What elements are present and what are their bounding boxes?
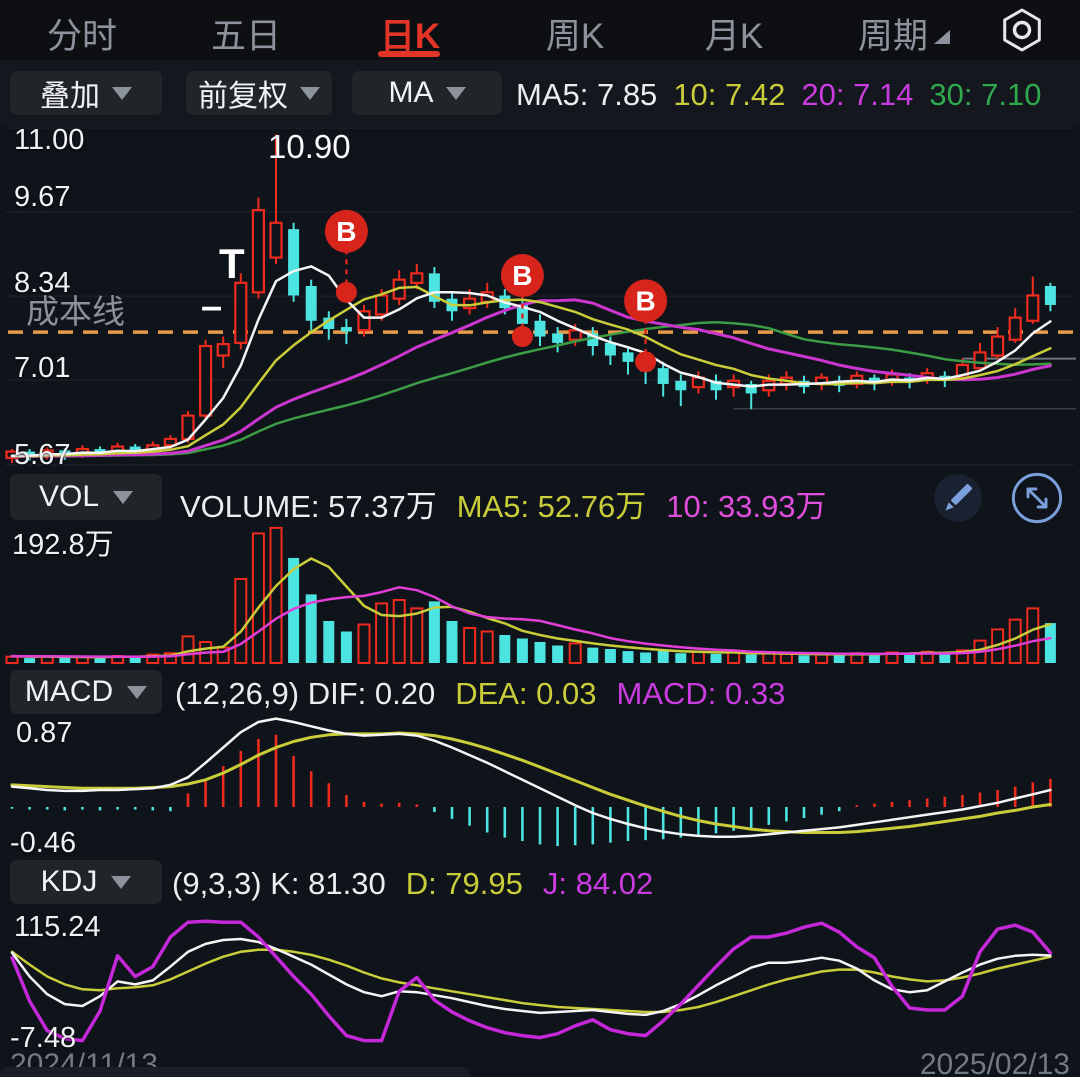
kdj-j-value: J: 84.02 <box>542 866 654 901</box>
period-caret-icon <box>934 30 950 44</box>
kdj-panel <box>10 919 1053 1043</box>
main-price-panel: B B B <box>5 127 1076 466</box>
macd-axis-top-label: 0.87 <box>16 717 73 749</box>
indicator-toolbar: 叠加 前复权 MA MA5: 7.85 10: 7.42 20: 7.14 30… <box>0 60 1080 126</box>
price-axis-label: 11.00 <box>14 124 85 156</box>
chevron-down-icon <box>111 875 132 889</box>
adjust-dropdown-label: 前复权 <box>198 80 288 113</box>
svg-text:B: B <box>336 216 356 247</box>
vol-readout: VOLUME: 57.37万 MA5: 52.76万 10: 33.93万 <box>180 481 827 526</box>
period-tab-bar: 分时 五日 日K 周K 月K 周期 <box>0 0 1080 60</box>
vol-ma10-value: 10: 33.93万 <box>666 489 827 524</box>
macd-readout: (12,26,9) DIF: 0.20 DEA: 0.03 MACD: 0.33 <box>175 676 785 712</box>
chevron-down-icon <box>113 490 134 504</box>
tab-daily-k[interactable]: 日K <box>379 17 441 56</box>
t-annotation: T <box>219 240 245 287</box>
ma5-value: MA5: 7.85 <box>516 77 658 112</box>
ma-dropdown-label: MA <box>388 76 434 109</box>
price-axis-label: 5.67 <box>14 439 71 471</box>
overlay-dropdown-label: 叠加 <box>40 80 100 113</box>
tab-five-day[interactable]: 五日 <box>210 17 282 56</box>
chevron-down-icon <box>127 685 148 699</box>
kdj-axis-top-label: 115.24 <box>14 911 101 943</box>
fullscreen-icon[interactable] <box>1010 471 1064 525</box>
chevron-down-icon <box>112 86 132 100</box>
chevron-down-icon <box>445 86 466 100</box>
macd-dea-value: DEA: 0.03 <box>455 676 597 711</box>
volume-panel <box>5 526 1056 665</box>
price-axis-label: 8.34 <box>14 267 71 299</box>
dash-annotation: – <box>201 286 223 328</box>
kdj-axis-bottom-label: -7.48 <box>10 1022 77 1054</box>
tab-intraday[interactable]: 分时 <box>46 17 118 56</box>
tab-period[interactable]: 周期 <box>857 17 929 56</box>
draw-icon[interactable] <box>933 473 983 523</box>
price-axis-label: 9.67 <box>14 181 71 213</box>
overlay-dropdown[interactable]: 叠加 <box>10 71 162 115</box>
tab-weekly-k[interactable]: 周K <box>545 17 605 56</box>
macd-dropdown-label: MACD <box>24 675 114 708</box>
kdj-readout: (9,3,3) K: 81.30 D: 79.95 J: 84.02 <box>172 866 653 902</box>
tab-monthly-k[interactable]: 月K <box>704 17 764 56</box>
kdj-dropdown[interactable]: KDJ <box>10 860 162 904</box>
price-axis-label: 7.01 <box>14 352 71 384</box>
macd-panel <box>10 717 1052 847</box>
cost-line-label: 成本线 <box>26 293 125 330</box>
macd-hist-value: MACD: 0.33 <box>616 676 786 711</box>
macd-dif-value: (12,26,9) DIF: 0.20 <box>175 676 436 711</box>
svg-text:B: B <box>512 260 532 291</box>
vol-axis-label: 192.8万 <box>12 529 114 561</box>
vol-dropdown-label: VOL <box>38 480 100 513</box>
svg-text:B: B <box>635 285 655 316</box>
bottom-sheet-handle[interactable] <box>0 1067 470 1077</box>
ma10-value: 10: 7.42 <box>673 77 786 112</box>
kdj-dropdown-label: KDJ <box>40 865 98 898</box>
macd-axis-bottom-label: -0.46 <box>10 827 77 859</box>
chevron-down-icon <box>300 86 320 100</box>
macd-dropdown[interactable]: MACD <box>10 670 162 714</box>
kdj-d-value: D: 79.95 <box>405 866 523 901</box>
ma30-value: 30: 7.10 <box>929 77 1042 112</box>
active-tab-underline <box>378 51 440 57</box>
adjust-dropdown[interactable]: 前复权 <box>186 71 332 115</box>
volume-value: VOLUME: 57.37万 <box>180 489 437 524</box>
ma-readout: MA5: 7.85 10: 7.42 20: 7.14 30: 7.10 <box>516 77 1041 113</box>
ma-dropdown[interactable]: MA <box>352 71 502 115</box>
ma20-value: 20: 7.14 <box>801 77 914 112</box>
settings-icon[interactable] <box>998 6 1046 54</box>
vol-dropdown[interactable]: VOL <box>10 474 162 520</box>
high-price-label: 10.90 <box>268 128 351 165</box>
vol-ma5-value: MA5: 52.76万 <box>456 489 647 524</box>
date-end-label: 2025/02/13 <box>919 1048 1070 1077</box>
kdj-k-value: (9,3,3) K: 81.30 <box>172 866 386 901</box>
